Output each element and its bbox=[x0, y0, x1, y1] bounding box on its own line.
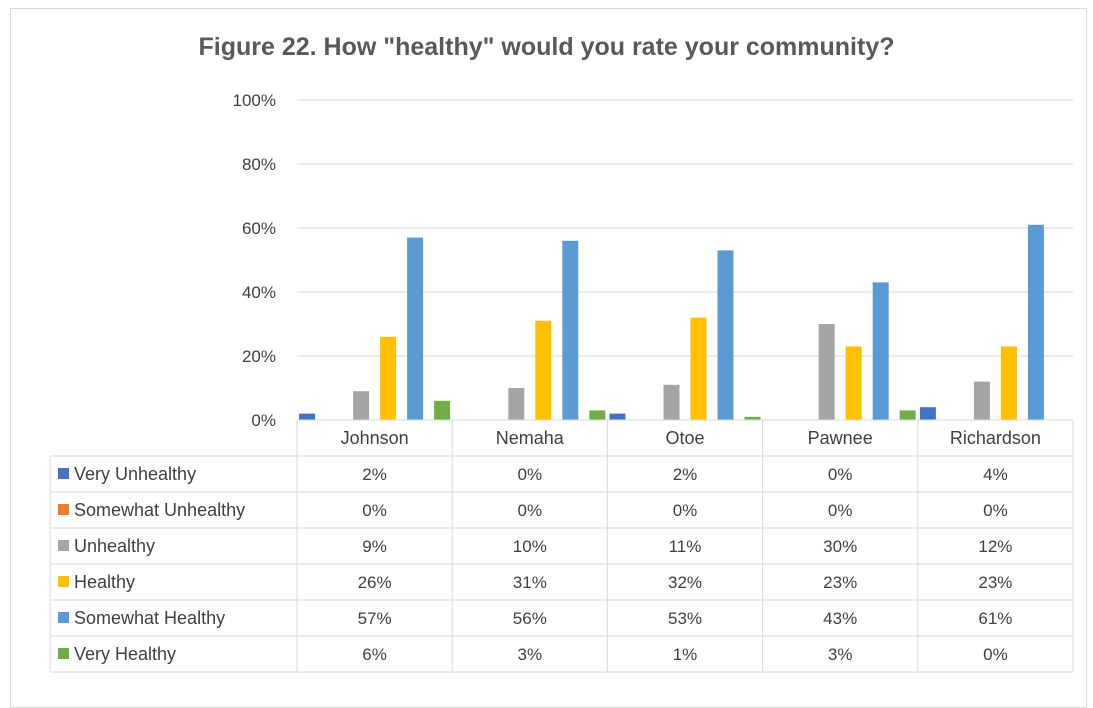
bar bbox=[380, 336, 397, 420]
bar bbox=[535, 320, 552, 420]
legend-swatch bbox=[58, 612, 69, 623]
table-cell: 9% bbox=[362, 537, 387, 556]
bar bbox=[744, 416, 761, 420]
bar bbox=[872, 282, 889, 420]
y-tick-label: 60% bbox=[242, 219, 276, 238]
legend-entry: Very Unhealthy bbox=[74, 464, 196, 484]
legend-entry: Unhealthy bbox=[74, 536, 155, 556]
bar bbox=[353, 391, 370, 420]
table-cell: 0% bbox=[828, 465, 853, 484]
bar bbox=[434, 400, 451, 420]
bar bbox=[663, 384, 680, 420]
table-cell: 6% bbox=[362, 645, 387, 664]
bar bbox=[899, 410, 916, 420]
table-cell: 26% bbox=[358, 573, 392, 592]
table-cell: 0% bbox=[673, 501, 698, 520]
table-cell: 0% bbox=[983, 645, 1008, 664]
table-cell: 0% bbox=[362, 501, 387, 520]
legend-swatch bbox=[58, 504, 69, 515]
bar bbox=[690, 317, 707, 420]
bar bbox=[508, 388, 525, 420]
bar bbox=[973, 381, 990, 420]
chart-title: Figure 22. How "healthy" would you rate … bbox=[198, 33, 895, 61]
legend-entry: Somewhat Unhealthy bbox=[74, 500, 245, 520]
legend-swatch bbox=[58, 540, 69, 551]
grid-lines bbox=[297, 99, 1073, 357]
table-cell: 23% bbox=[823, 573, 857, 592]
table-cell: 30% bbox=[823, 537, 857, 556]
y-tick-label: 100% bbox=[233, 91, 276, 110]
y-tick-label: 40% bbox=[242, 283, 276, 302]
category-label: Richardson bbox=[950, 428, 1041, 448]
legend-swatch bbox=[58, 468, 69, 479]
bar bbox=[299, 413, 316, 420]
table-cell: 0% bbox=[518, 501, 543, 520]
table-cell: 57% bbox=[358, 609, 392, 628]
table-cell: 3% bbox=[518, 645, 543, 664]
table-cell: 2% bbox=[362, 465, 387, 484]
table-cell: 0% bbox=[828, 501, 853, 520]
bar bbox=[1000, 346, 1017, 420]
table-cell: 2% bbox=[673, 465, 698, 484]
bar bbox=[717, 250, 734, 420]
bar bbox=[919, 407, 936, 420]
bar bbox=[1027, 224, 1044, 420]
category-label: Johnson bbox=[341, 428, 409, 448]
table-cell: 0% bbox=[518, 465, 543, 484]
table-cell: 61% bbox=[978, 609, 1012, 628]
table-cell: 31% bbox=[513, 573, 547, 592]
bar bbox=[407, 237, 424, 420]
table-cell: 0% bbox=[983, 501, 1008, 520]
table-cell: 53% bbox=[668, 609, 702, 628]
legend-entry: Healthy bbox=[74, 572, 135, 592]
table-cell: 4% bbox=[983, 465, 1008, 484]
bars bbox=[299, 224, 1044, 420]
bar bbox=[589, 410, 606, 420]
category-label: Pawnee bbox=[808, 428, 873, 448]
y-tick-label: 0% bbox=[251, 411, 276, 430]
category-label: Otoe bbox=[665, 428, 704, 448]
table-cell: 12% bbox=[978, 537, 1012, 556]
category-label: Nemaha bbox=[496, 428, 565, 448]
table-cell: 3% bbox=[828, 645, 853, 664]
legend-entry: Somewhat Healthy bbox=[74, 608, 225, 628]
table-cell: 1% bbox=[673, 645, 698, 664]
bar bbox=[609, 413, 626, 420]
y-tick-label: 20% bbox=[242, 347, 276, 366]
legend-swatch bbox=[58, 576, 69, 587]
table-cell: 23% bbox=[978, 573, 1012, 592]
y-tick-label: 80% bbox=[242, 155, 276, 174]
data-table: Johnson Nemaha Otoe Pawnee Richardson Very Un… bbox=[49, 419, 1074, 673]
y-axis-ticks: 0% 20% 40% 60% 80% 100% bbox=[233, 91, 276, 430]
bar bbox=[845, 346, 862, 420]
table-cell: 10% bbox=[513, 537, 547, 556]
table-cell: 56% bbox=[513, 609, 547, 628]
chart-svg: 0% 20% 40% 60% 80% 100% Johnson Nemaha Otoe Pawn… bbox=[49, 91, 1074, 673]
table-cell: 11% bbox=[669, 537, 702, 556]
bar bbox=[562, 240, 579, 420]
legend-entry: Very Healthy bbox=[74, 644, 176, 664]
table-cell: 43% bbox=[823, 609, 857, 628]
table-cell: 32% bbox=[668, 573, 702, 592]
bar bbox=[818, 324, 835, 420]
legend-swatch bbox=[58, 648, 69, 659]
